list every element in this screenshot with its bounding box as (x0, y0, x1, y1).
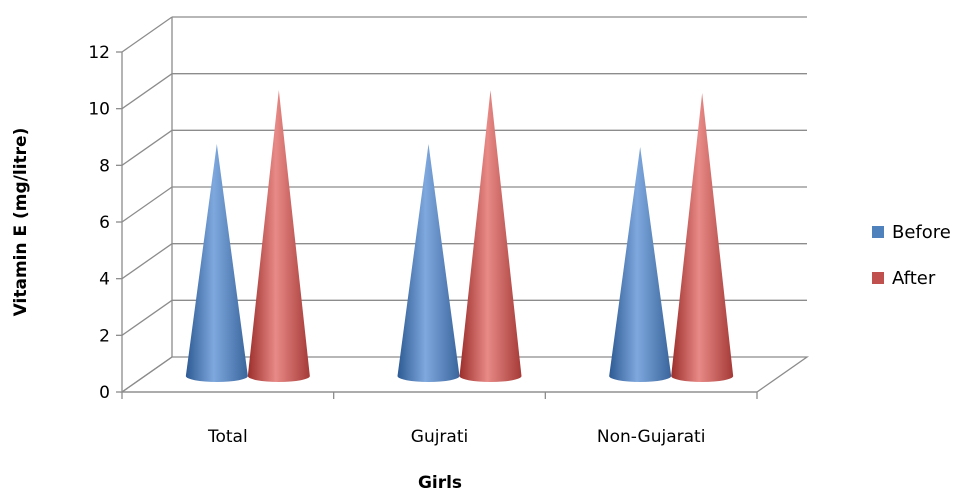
cone-after-gujrati (459, 90, 522, 383)
legend-label-after: After (892, 268, 936, 289)
cone-after-non-gujarati (671, 93, 734, 382)
legend-label-before: Before (892, 222, 951, 243)
y-tick-label: 4 (99, 270, 110, 290)
x-tick-label: Total (207, 427, 248, 447)
legend-swatch-after (872, 272, 884, 284)
side-gridline (121, 73, 173, 110)
cone-body (247, 90, 310, 383)
cone-body (671, 93, 734, 382)
legend: Before After (872, 222, 951, 289)
cone-before-gujrati (397, 144, 460, 382)
y-tick-label: 10 (88, 100, 110, 120)
x-axis-title: Girls (418, 473, 462, 493)
side-gridline (121, 243, 173, 280)
cone-body (609, 146, 672, 382)
cone-body (397, 144, 460, 382)
y-tick-label: 8 (99, 156, 110, 176)
y-tick-label: 0 (99, 383, 110, 403)
cone-after-total (247, 90, 310, 383)
x-tick-label: Non-Gujarati (597, 427, 706, 447)
y-axis-title: Vitamin E (mg/litre) (11, 128, 31, 317)
cone-before-non-gujarati (609, 146, 672, 382)
y-tick-label: 2 (99, 326, 110, 346)
axes (116, 17, 758, 399)
cone-before-total (185, 144, 248, 382)
side-gridline (121, 299, 173, 336)
cone-body (459, 90, 522, 383)
cone-marks (185, 90, 734, 383)
side-gridline (121, 129, 173, 166)
cone-body (185, 144, 248, 382)
side-gridline (121, 186, 173, 223)
tick-labels: 0 2 4 6 8 10 12 Total Gujrati Non-Gujarati (88, 43, 705, 447)
y-tick-label: 12 (88, 43, 110, 63)
side-gridline (121, 16, 173, 53)
y-tick-label: 6 (99, 213, 110, 233)
legend-swatch-before (872, 226, 884, 238)
x-tick-label: Gujrati (411, 427, 468, 447)
